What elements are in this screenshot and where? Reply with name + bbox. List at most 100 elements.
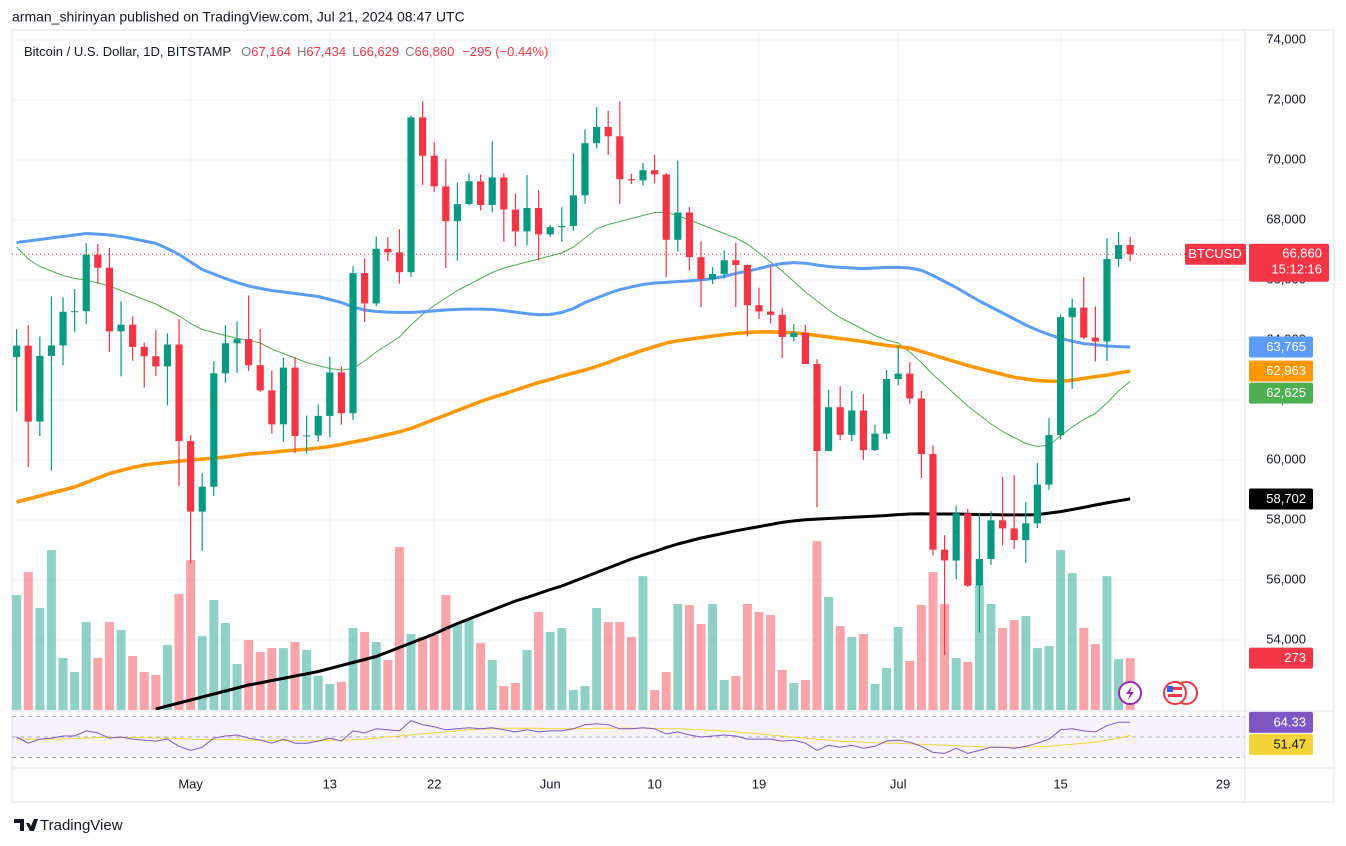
candle-body <box>372 248 380 304</box>
rsi-line <box>16 720 1131 754</box>
candle-body <box>511 209 520 232</box>
volume-bar <box>557 627 567 710</box>
candle-body <box>1091 337 1099 342</box>
volume-bar <box>940 604 950 710</box>
candle-body <box>964 513 972 586</box>
volume-bar <box>835 626 845 710</box>
volume-bar <box>1056 550 1066 710</box>
candle-body <box>778 314 786 337</box>
volume-bar <box>70 672 80 710</box>
symbol-tag: BTCUSD <box>1188 246 1241 261</box>
volume-bar <box>650 690 660 710</box>
rsi-badge-bg <box>1249 711 1313 733</box>
volume-bar <box>1102 576 1112 710</box>
volume-bar <box>592 608 602 710</box>
volume-bar <box>812 541 822 710</box>
candle-body <box>453 204 462 222</box>
moving-average <box>16 232 1131 349</box>
candle-body <box>1114 245 1123 259</box>
candle-body <box>1103 258 1111 342</box>
volume-bar <box>626 637 636 710</box>
candle-body <box>569 195 578 226</box>
x-tick-label: 19 <box>752 776 766 791</box>
flag-canton <box>1167 686 1173 692</box>
candle-body <box>1045 435 1053 485</box>
x-tick-label: 29 <box>1216 776 1230 791</box>
x-tick-label: May <box>178 776 203 791</box>
candle-body <box>1056 317 1065 436</box>
candle-body <box>836 407 844 435</box>
candle-body <box>13 345 21 358</box>
ma-badge-bg <box>1249 382 1313 404</box>
volume-bar <box>406 634 416 710</box>
volume-bar <box>139 672 149 710</box>
countdown: 15:12:16 <box>1271 262 1322 277</box>
moving-average <box>16 212 1131 447</box>
volume-bar <box>1090 644 1100 710</box>
volume-bar <box>998 627 1008 710</box>
candle-body <box>894 373 902 380</box>
y-tick-label: 70,000 <box>1266 151 1306 166</box>
rsi-ma-badge: 51.47 <box>1273 736 1306 751</box>
volume-bar <box>719 679 729 710</box>
y-tick-label: 60,000 <box>1266 451 1306 466</box>
candle-body <box>59 311 67 346</box>
volume-bar <box>174 593 184 710</box>
candle-body <box>407 117 415 273</box>
last-price-bg <box>1249 243 1329 282</box>
candle-body <box>720 260 728 274</box>
candle-body <box>755 305 763 312</box>
y-tick-label: 72,000 <box>1266 91 1306 106</box>
candle-body <box>1068 307 1076 318</box>
event-icon[interactable] <box>1163 681 1187 705</box>
candle-body <box>593 126 601 144</box>
volume-bar <box>394 547 404 710</box>
candle-body <box>871 433 879 451</box>
ohlc-key: O <box>241 44 251 59</box>
ma-badge-bg <box>1249 488 1313 510</box>
volume-bar <box>545 631 555 710</box>
volume-bar <box>858 634 868 710</box>
candle-body <box>279 367 288 425</box>
ma-badge-bg <box>1249 360 1313 382</box>
candle-body <box>175 344 183 442</box>
candle-body <box>732 260 740 265</box>
volume-bar <box>429 634 439 710</box>
candle-body <box>198 486 206 512</box>
volume-bar <box>418 637 428 710</box>
candle-body <box>813 363 821 452</box>
ohlc-value: 66,629 <box>359 44 399 59</box>
volume-bar <box>1021 615 1031 710</box>
candle-body <box>221 343 230 374</box>
volume-bar <box>499 686 509 710</box>
volume-bar <box>510 683 520 710</box>
candle-body <box>616 136 624 180</box>
symbol-header: Bitcoin / U.S. Dollar, 1D, BITSTAMP O67,1… <box>24 44 548 59</box>
volume-bar <box>986 604 996 710</box>
candle-body <box>801 332 809 364</box>
volume-bar <box>93 657 103 710</box>
volume-bar <box>696 623 706 710</box>
axis-layer: 54,00056,00058,00060,00062,00064,00066,0… <box>178 31 1329 791</box>
symbol-tag-bg <box>1185 243 1246 265</box>
candle-body <box>233 339 241 344</box>
flag-stripe <box>1168 687 1182 690</box>
ohlc-value: 67,164 <box>251 44 291 59</box>
volume-bar <box>789 683 799 710</box>
volume-bar <box>23 572 33 710</box>
ma-badge: 62,625 <box>1266 385 1306 400</box>
volume-bar <box>708 604 718 710</box>
candle-body <box>488 177 496 205</box>
candle-body <box>82 254 90 312</box>
volume-bar <box>81 622 91 710</box>
candle-body <box>790 332 798 337</box>
volume-bar <box>882 668 892 710</box>
frame <box>11 29 1335 803</box>
candle-body <box>859 410 867 451</box>
candle-body <box>256 365 264 391</box>
volume-bar <box>220 623 230 710</box>
ohlc-key: C <box>405 44 414 59</box>
candle-body <box>326 372 334 416</box>
